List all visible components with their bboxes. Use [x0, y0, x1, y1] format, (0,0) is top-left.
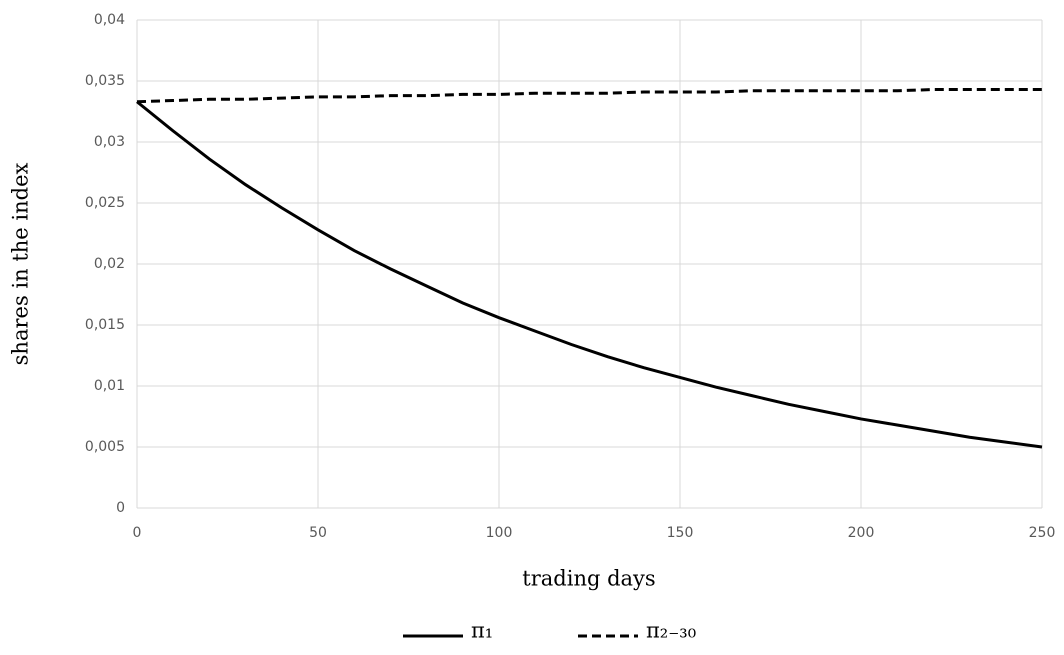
- x-tick-label: 150: [667, 525, 694, 541]
- y-tick-label: 0,025: [85, 195, 125, 211]
- y-tick-label: 0,04: [94, 12, 125, 28]
- line-series: [136, 88, 1042, 104]
- y-tick-label: 0: [116, 500, 125, 516]
- y-axis-label: shares in the index: [9, 163, 33, 366]
- legend-label: π₂₋₃₀: [646, 619, 696, 643]
- x-tick-label: 250: [1029, 525, 1056, 541]
- y-tick-label: 0,035: [85, 73, 125, 89]
- x-axis-label: trading days: [522, 567, 655, 591]
- y-tick-label: 0,01: [94, 378, 125, 394]
- line-series: [136, 100, 1043, 449]
- y-tick-label: 0,015: [85, 317, 125, 333]
- y-tick-label: 0,02: [94, 256, 125, 272]
- x-tick-label: 0: [133, 525, 142, 541]
- x-tick-label: 100: [486, 525, 513, 541]
- x-tick-label: 200: [848, 525, 875, 541]
- legend-label: π₁: [471, 619, 493, 643]
- y-tick-label: 0,03: [94, 134, 125, 150]
- y-tick-label: 0,005: [85, 439, 125, 455]
- x-tick-label: 50: [309, 525, 327, 541]
